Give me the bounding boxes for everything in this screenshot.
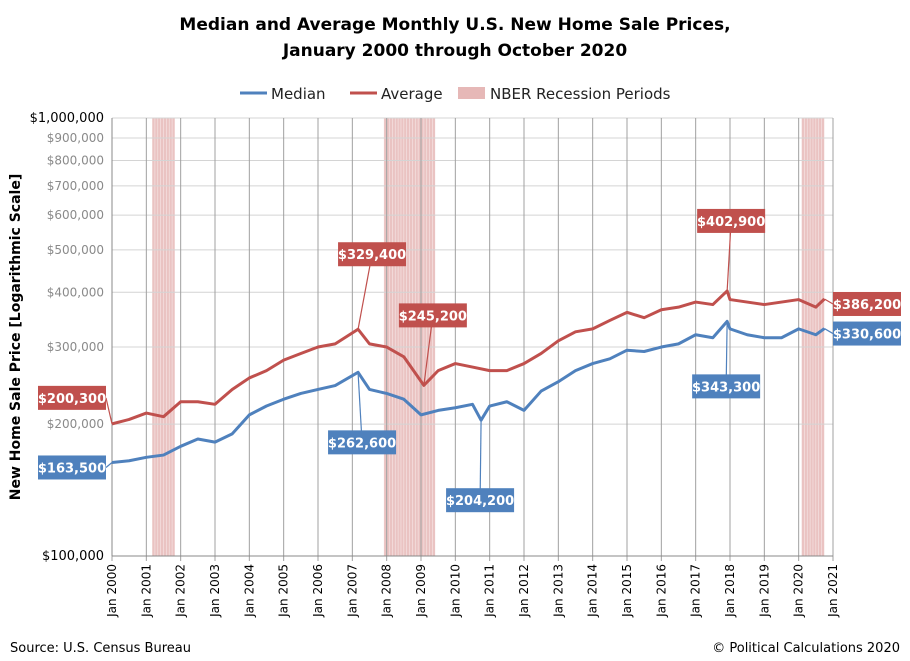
annotation-label: $343,300 <box>692 380 760 395</box>
annotation-label: $402,900 <box>697 215 765 230</box>
x-tick-label: Jan 2013 <box>551 564 565 618</box>
legend-recession: NBER Recession Periods <box>490 85 671 103</box>
annotation-box <box>398 303 467 328</box>
legend-average: Average <box>381 85 443 103</box>
y-tick-label: $500,000 <box>47 243 104 257</box>
x-tick-label: Jan 2020 <box>792 564 806 618</box>
y-tick-label: $200,000 <box>47 417 104 431</box>
y-tick-label: $600,000 <box>47 208 104 222</box>
annotation-box <box>692 374 761 399</box>
copyright-note: © Political Calculations 2020 <box>712 641 900 656</box>
annotation-label: $204,200 <box>446 494 514 509</box>
annotation-box <box>833 321 901 346</box>
annotation-leader <box>105 397 113 424</box>
x-tick-label: Jan 2019 <box>757 564 771 618</box>
x-tick-label: Jan 2008 <box>380 564 394 618</box>
y-axis-label: New Home Sale Price [Logarithmic Scale] <box>8 174 24 501</box>
y-tick-label: $100,000 <box>42 549 104 564</box>
annotation-leader <box>479 420 482 501</box>
x-tick-label: Jan 2000 <box>105 564 119 618</box>
annotation-leader <box>105 462 113 468</box>
y-tick-label: $400,000 <box>47 285 104 299</box>
x-tick-label: Jan 2004 <box>242 564 256 618</box>
x-tick-label: Jan 2018 <box>723 564 737 618</box>
series-line-average <box>111 289 826 426</box>
x-tick-label: Jan 2011 <box>483 564 497 618</box>
annotation-box <box>697 208 766 233</box>
x-tick-label: Jan 2021 <box>826 564 840 618</box>
chart-title-line-2: January 2000 through October 2020 <box>282 41 627 61</box>
y-tick-label: $1,000,000 <box>30 111 104 126</box>
x-tick-label: Jan 2010 <box>448 564 462 618</box>
annotation-label: $330,600 <box>833 328 901 343</box>
y-tick-label: $800,000 <box>47 153 104 167</box>
legend-recession-swatch <box>458 87 485 99</box>
x-tick-label: Jan 2015 <box>620 564 634 618</box>
y-tick-label: $700,000 <box>47 179 104 193</box>
annotation-label: $262,600 <box>328 436 396 451</box>
x-tick-label: Jan 2009 <box>414 564 428 618</box>
annotation-box <box>328 430 397 455</box>
x-tick-label: Jan 2002 <box>174 564 188 618</box>
chart-title-line-1: Median and Average Monthly U.S. New Home… <box>179 15 730 35</box>
annotation-box <box>38 455 106 480</box>
x-tick-label: Jan 2001 <box>139 564 153 618</box>
legend: Median Average NBER Recession Periods <box>240 85 671 103</box>
annotation-leader <box>357 254 373 330</box>
x-tick-label: Jan 2017 <box>689 564 703 618</box>
annotation-label: $245,200 <box>399 309 467 324</box>
x-tick-label: Jan 2007 <box>345 564 359 618</box>
annotation-label: $329,400 <box>338 248 406 263</box>
x-tick-label: Jan 2006 <box>311 564 325 618</box>
annotation-box <box>833 291 901 316</box>
annotation-box <box>38 385 106 410</box>
x-tick-label: Jan 2016 <box>654 564 668 618</box>
x-tick-label: Jan 2012 <box>517 564 531 618</box>
source-note: Source: U.S. Census Bureau <box>10 641 191 656</box>
legend-median: Median <box>271 85 326 103</box>
annotation-leader <box>824 298 834 305</box>
x-tick-label: Jan 2014 <box>586 564 600 618</box>
annotation-label: $200,300 <box>38 392 106 407</box>
annotation-box <box>446 488 515 513</box>
x-tick-label: Jan 2003 <box>208 564 222 618</box>
annotation-label: $163,500 <box>38 461 106 476</box>
x-tick-label: Jan 2005 <box>277 564 291 618</box>
y-tick-label: $900,000 <box>47 131 104 145</box>
y-tick-label: $300,000 <box>47 340 104 354</box>
annotation-label: $386,200 <box>833 298 901 313</box>
annotation-leader <box>824 328 834 335</box>
annotation-box <box>338 242 407 267</box>
